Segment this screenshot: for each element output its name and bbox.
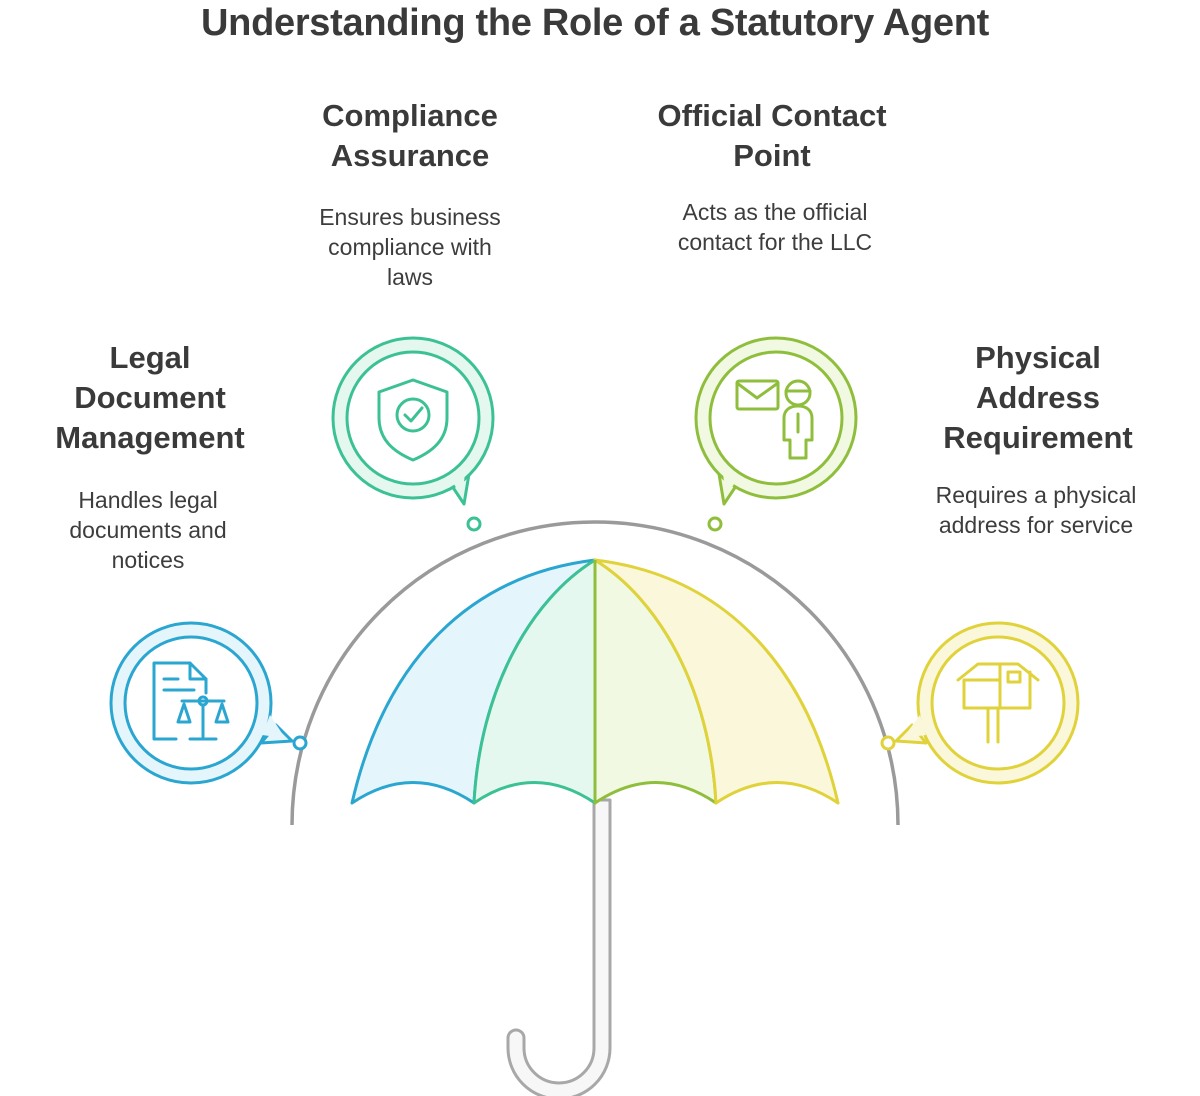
feature-title-compliance-assurance: Compliance Assurance xyxy=(322,98,498,173)
umbrella-panel-yellow xyxy=(593,558,840,805)
feature-description-official-contact-point: Acts as the official contact for the LLC xyxy=(677,199,873,255)
feature-title-physical-address-requirement: Physical Address Requirement xyxy=(943,340,1133,455)
mail-person-icon xyxy=(735,379,814,460)
feature-description-legal-document-management: Handles legal documents and notices xyxy=(69,487,227,573)
outer-arc xyxy=(290,520,900,826)
umbrella-panel-green xyxy=(472,558,597,805)
feature-description-physical-address-requirement: Requires a physical address for service xyxy=(935,482,1137,538)
mailbox-icon xyxy=(956,662,1040,744)
legal-document-scales-icon xyxy=(152,661,230,741)
bubble-physical-address-requirement xyxy=(880,621,1080,785)
umbrella-handle xyxy=(506,798,612,1096)
feature-title-official-contact-point: Official Contact Point xyxy=(657,98,887,173)
page-title: Understanding the Role of a Statutory Ag… xyxy=(201,2,989,44)
bubble-compliance-assurance xyxy=(331,336,495,532)
feature-description-compliance-assurance: Ensures business compliance with laws xyxy=(319,204,501,290)
bubble-legal-document-management xyxy=(109,621,308,785)
shield-check-icon xyxy=(377,378,449,462)
bubble-official-contact-point xyxy=(694,336,858,532)
feature-title-legal-document-management: Legal Document Management xyxy=(55,340,245,455)
